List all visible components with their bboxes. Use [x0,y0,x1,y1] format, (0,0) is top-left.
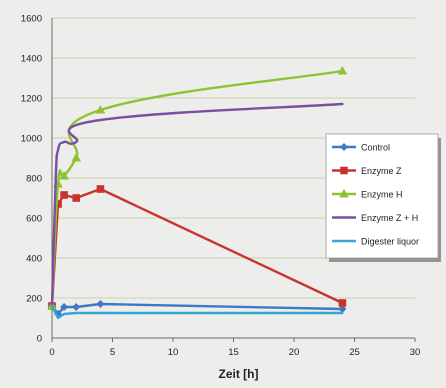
x-tick-label: 25 [349,347,360,358]
series-enzyme-z-h [50,102,344,308]
legend-label: Digester liquor [361,237,419,247]
y-tick-label: 1400 [21,54,42,65]
legend-label: Enzyme Z [361,166,402,176]
data-point [71,153,81,162]
data-point [96,300,105,308]
x-tick-label: 10 [168,347,179,358]
data-point [72,303,81,311]
series-digester-liquor [50,304,344,320]
y-tick-label: 0 [37,334,42,345]
legend-marker [339,189,349,198]
series-line [50,102,344,308]
series-line [50,187,344,308]
legend-item: Enzyme Z + H [332,213,418,223]
data-point [96,185,105,193]
legend-label: Enzyme Z + H [361,213,418,223]
y-tick-label: 600 [26,214,42,225]
data-point [337,66,348,75]
data-point [95,105,106,114]
y-tick-label: 200 [26,294,42,305]
legend-item: Digester liquor [332,237,419,247]
data-point [54,200,62,208]
series-line [50,304,344,320]
x-axis-title: Zeit [h] [219,367,259,381]
x-tick-label: 0 [49,347,54,358]
x-tick-label: 15 [228,347,239,358]
legend-item: Enzyme H [332,189,403,200]
y-tick-label: 1000 [21,134,42,145]
legend-label: Control [361,143,390,153]
series-enzyme-h [47,66,348,310]
x-tick-label: 5 [110,347,115,358]
x-tick-label: 20 [289,347,300,358]
data-point [72,194,80,202]
data-point [60,191,68,199]
y-tick-label: 400 [26,254,42,265]
legend-item: Control [332,143,390,153]
legend-marker [340,143,348,151]
legend: Control Enzyme Z Enzyme H Enzyme Z + H Diges… [325,133,441,262]
series-lines [47,66,348,320]
gridlines [52,17,415,299]
x-tick-label: 30 [410,347,421,358]
data-point [60,303,69,311]
y-tick-label: 1600 [21,14,42,25]
data-point [338,305,347,313]
legend-item: Enzyme Z [332,166,402,176]
legend-marker [340,166,348,175]
y-tick-label: 800 [26,174,42,185]
y-tick-label: 1200 [21,94,42,105]
data-point [59,171,69,180]
legend-label: Enzyme H [361,190,403,200]
data-point [338,299,347,307]
